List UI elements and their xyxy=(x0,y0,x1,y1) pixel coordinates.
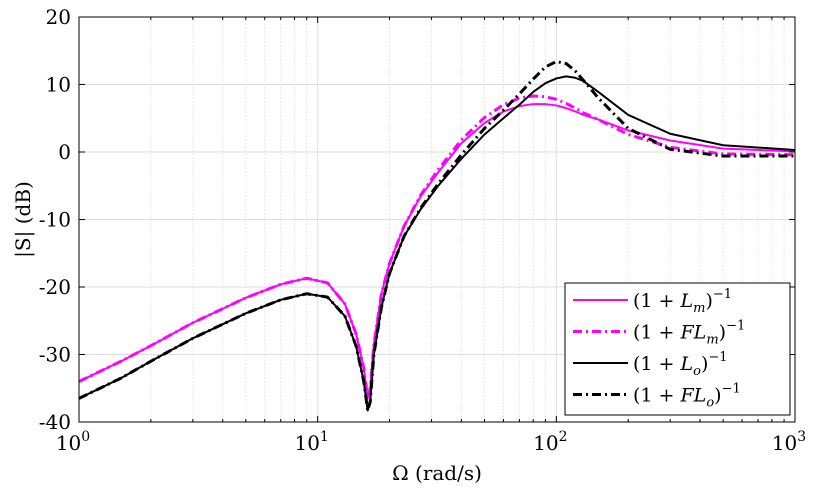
legend-label: (1 + Lo)−1 xyxy=(633,350,728,379)
plot-lines xyxy=(78,60,796,413)
series-line-2 xyxy=(78,94,796,400)
x-axis-label: Ω (rad/s) xyxy=(392,461,482,485)
y-tick-label: -40 xyxy=(39,410,71,434)
legend-text-part: o xyxy=(706,396,714,411)
legend-text-part: (1 + xyxy=(633,322,681,344)
legend-text-part: (1 + xyxy=(633,290,681,312)
legend-text-part: ) xyxy=(719,322,726,344)
x-tick-label: 103 xyxy=(772,429,806,455)
legend-text-part: −1 xyxy=(722,382,741,397)
x-tick-exponent: 3 xyxy=(797,429,806,445)
x-tick-exponent: 1 xyxy=(320,429,329,445)
y-tick-label: -10 xyxy=(39,208,71,232)
legend-text-part: L xyxy=(680,353,694,375)
legend-text-part: L xyxy=(680,290,694,312)
x-tick-label: 101 xyxy=(294,429,328,455)
x-tick-exponent: 2 xyxy=(559,429,568,445)
legend-text-part: −1 xyxy=(708,350,727,365)
y-tick-label: -20 xyxy=(39,275,71,299)
y-tick-label: 20 xyxy=(46,5,71,29)
legend-text-part: ) xyxy=(714,385,721,407)
x-tick-label: 102 xyxy=(533,429,567,455)
y-axis-label: |S| (dB) xyxy=(11,181,36,258)
legend-text-part: FL xyxy=(680,322,707,344)
legend-label: (1 + FLm)−1 xyxy=(633,319,745,348)
legend-label: (1 + FLo)−1 xyxy=(633,382,741,411)
legend-text-part: m xyxy=(706,333,718,348)
legend-text-part: −1 xyxy=(726,319,745,334)
legend-text-part: m xyxy=(693,301,705,316)
legend-text-part: ) xyxy=(705,290,712,312)
y-tick-label: 10 xyxy=(46,73,71,97)
legend: (1 + Lm)−1(1 + FLm)−1(1 + Lo)−1(1 + FLo)… xyxy=(564,282,791,416)
legend-box xyxy=(564,282,791,416)
legend-text-part: FL xyxy=(680,385,707,407)
legend-text-part: ) xyxy=(701,353,708,375)
x-tick-exponent: 0 xyxy=(81,429,90,445)
x-tick-label: 100 xyxy=(56,429,90,455)
legend-text-part: (1 + xyxy=(633,353,681,375)
series-line-4 xyxy=(78,60,795,413)
y-tick-label: 0 xyxy=(58,140,71,164)
legend-text-part: −1 xyxy=(713,287,732,302)
y-tick-label: -30 xyxy=(39,343,71,367)
legend-text-part: (1 + xyxy=(633,385,681,407)
legend-text-part: o xyxy=(693,364,701,379)
legend-label: (1 + Lm)−1 xyxy=(633,287,732,316)
